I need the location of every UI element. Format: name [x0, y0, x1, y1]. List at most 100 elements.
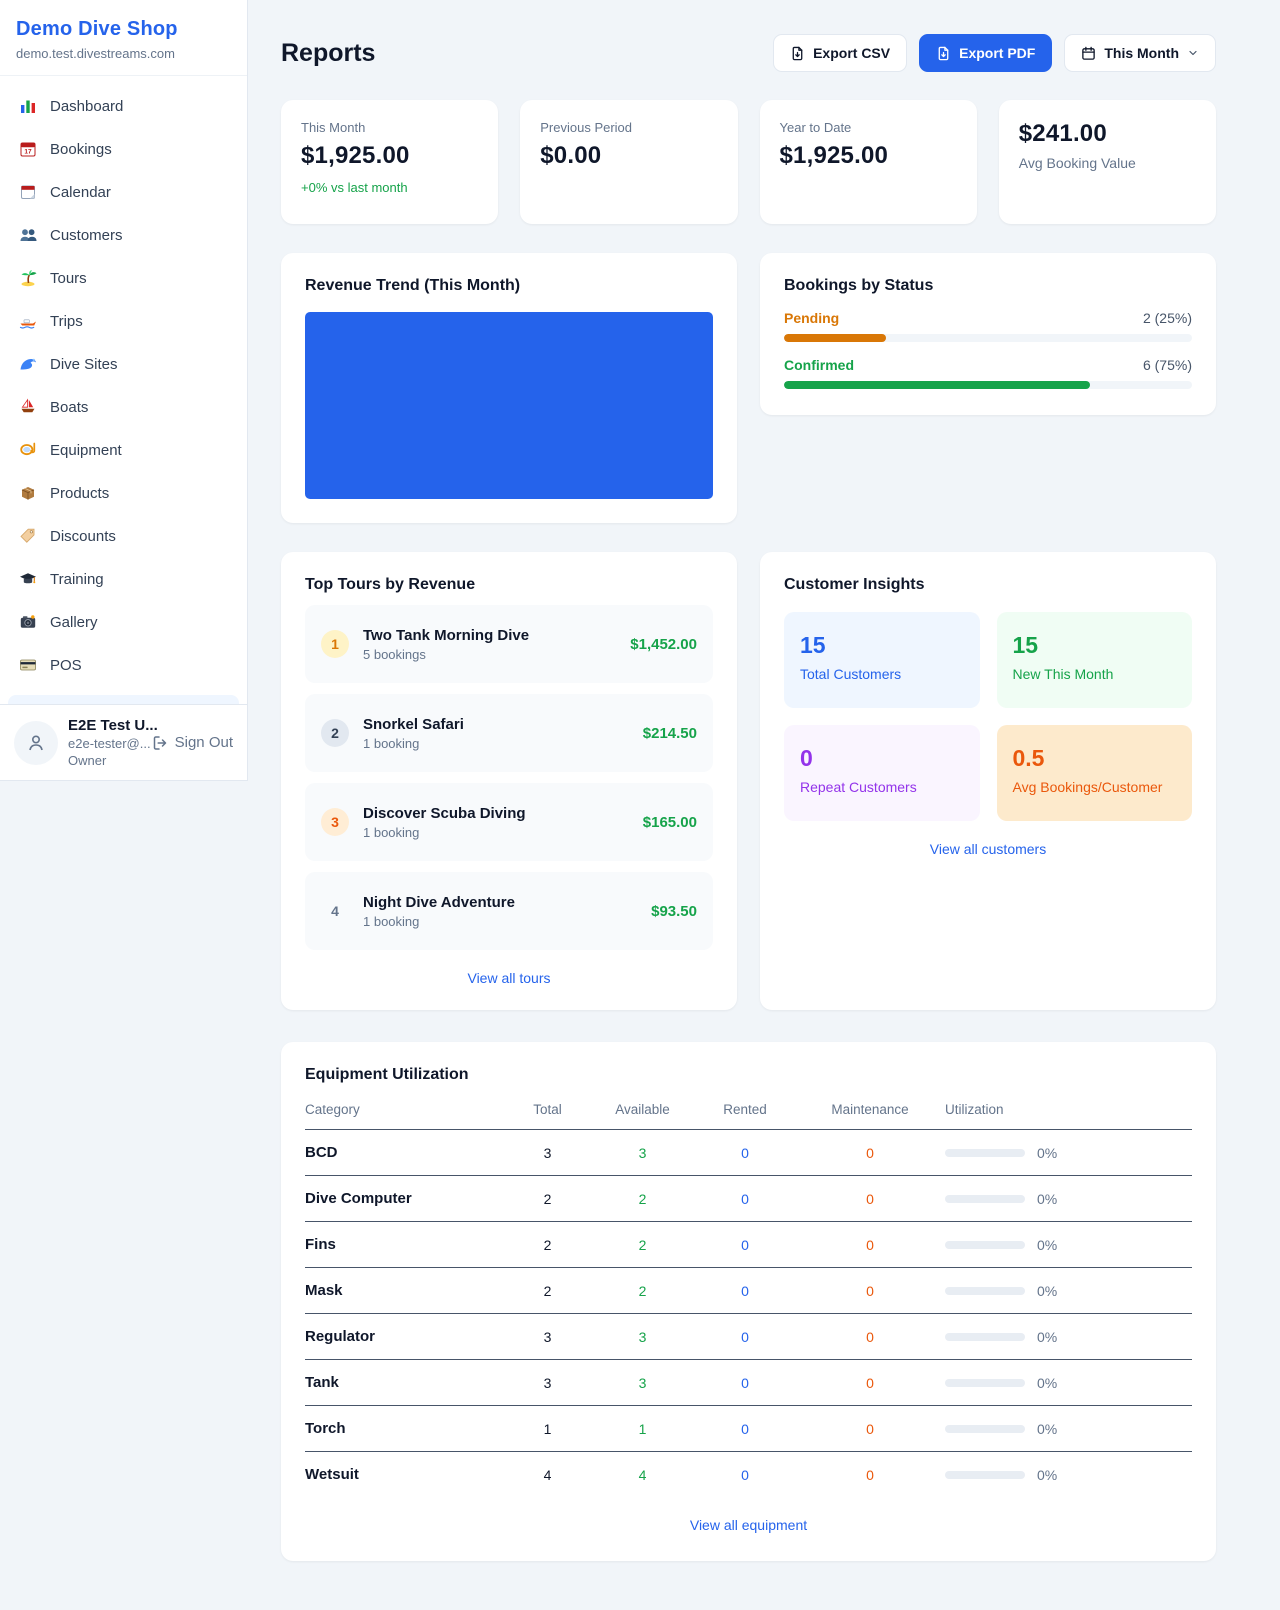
tour-list-item[interactable]: 2 Snorkel Safari 1 booking $214.50: [305, 694, 713, 772]
tour-list-item[interactable]: 1 Two Tank Morning Dive 5 bookings $1,452.0…: [305, 605, 713, 683]
sidebar-item-gallery[interactable]: Gallery: [8, 602, 239, 642]
sign-out-button[interactable]: Sign Out: [152, 734, 233, 751]
equipment-rented: 0: [741, 1236, 749, 1253]
status-rows: Pending 2 (25%) Confirmed 6 (75%): [784, 310, 1192, 389]
equipment-icon: [18, 440, 38, 460]
equipment-category: Dive Computer: [305, 1190, 412, 1207]
top-tours-card: Top Tours by Revenue 1 Two Tank Morning D…: [281, 552, 737, 1010]
revenue-trend-title: Revenue Trend (This Month): [305, 277, 521, 294]
calendar-icon: [18, 182, 38, 202]
insight-value: 15: [1012, 632, 1039, 658]
equipment-total: 2: [543, 1282, 552, 1299]
sidebar-item-equipment[interactable]: Equipment: [8, 430, 239, 470]
equipment-total: 4: [543, 1466, 552, 1483]
utilization-percent: 0%: [1037, 1420, 1058, 1437]
sidebar: Demo Dive Shop demo.test.divestreams.com…: [0, 0, 248, 781]
equipment-utilization: 0%: [945, 1467, 1192, 1483]
insight-label: Avg Bookings/Customer: [1012, 779, 1163, 795]
sidebar-item-products[interactable]: Products: [8, 473, 239, 513]
sidebar-item-reports-active-partial[interactable]: [8, 695, 239, 704]
stat-value: $1,925.00: [301, 142, 410, 169]
products-icon: [18, 483, 38, 503]
period-selector[interactable]: This Month: [1064, 34, 1216, 72]
equipment-total: 2: [543, 1190, 552, 1207]
equipment-available: 2: [638, 1282, 647, 1299]
customers-icon: [18, 225, 38, 245]
insight-tile-total-customers: 15 Total Customers: [784, 612, 980, 708]
stat-value: $241.00: [1018, 120, 1107, 147]
stat-label: This Month: [301, 120, 366, 135]
user-name: E2E Test U...: [68, 717, 158, 734]
equipment-category: Regulator: [305, 1328, 376, 1345]
sidebar-item-label: Training: [50, 570, 104, 588]
equipment-available: 2: [638, 1190, 647, 1207]
equipment-category: Torch: [305, 1420, 346, 1437]
brand-block: Demo Dive Shop demo.test.divestreams.com: [0, 0, 247, 76]
tours-icon: [18, 268, 38, 288]
column-header-rented: Rented: [723, 1102, 767, 1117]
sidebar-item-label: Dive Sites: [50, 355, 118, 373]
tour-list-item[interactable]: 4 Night Dive Adventure 1 booking $93.50: [305, 872, 713, 950]
export-csv-button[interactable]: Export CSV: [773, 34, 908, 72]
equipment-rented: 0: [741, 1374, 749, 1391]
training-icon: [18, 569, 38, 589]
stat-card: $241.00 Avg Booking Value: [998, 100, 1216, 224]
sidebar-item-bookings[interactable]: 17 Bookings: [8, 129, 239, 169]
sidebar-item-label: Customers: [50, 226, 123, 244]
status-row-pending: Pending 2 (25%): [784, 310, 1192, 342]
bookings-by-status-title: Bookings by Status: [784, 277, 934, 294]
sidebar-item-label: Equipment: [50, 441, 122, 459]
equipment-total: 3: [543, 1328, 552, 1345]
discounts-icon: [18, 526, 38, 546]
sidebar-item-dashboard[interactable]: Dashboard: [8, 86, 239, 126]
equipment-category: Mask: [305, 1282, 343, 1299]
equipment-total: 2: [543, 1236, 552, 1253]
tour-bookings: 1 booking: [363, 824, 420, 840]
revenue-trend-chart: [305, 312, 713, 499]
equipment-available: 1: [638, 1420, 647, 1437]
dive-sites-icon: [18, 354, 38, 374]
top-tours-title: Top Tours by Revenue: [305, 576, 476, 593]
shop-domain: demo.test.divestreams.com: [16, 46, 175, 61]
sidebar-item-label: Discounts: [50, 527, 116, 545]
sidebar-item-training[interactable]: Training: [8, 559, 239, 599]
equipment-category: Fins: [305, 1236, 336, 1253]
sidebar-item-pos[interactable]: POS: [8, 645, 239, 685]
utilization-bar: [945, 1332, 1025, 1341]
sidebar-item-label: Products: [50, 484, 110, 502]
sidebar-item-dive-sites[interactable]: Dive Sites: [8, 344, 239, 384]
equipment-utilization: 0%: [945, 1375, 1192, 1391]
customer-insights-title: Customer Insights: [784, 576, 925, 593]
export-pdf-button[interactable]: Export PDF: [919, 34, 1053, 72]
page-title: Reports: [281, 38, 376, 67]
status-label: Pending: [784, 310, 840, 326]
equipment-maintenance: 0: [866, 1420, 874, 1437]
sidebar-item-trips[interactable]: Trips: [8, 301, 239, 341]
column-header-available: Available: [615, 1102, 670, 1117]
stat-card: Previous Period $0.00: [520, 100, 738, 224]
equipment-category: Tank: [305, 1374, 339, 1391]
sidebar-item-boats[interactable]: Boats: [8, 387, 239, 427]
view-all-equipment-link[interactable]: View all equipment: [689, 1517, 808, 1533]
view-all-tours-link[interactable]: View all tours: [467, 970, 551, 986]
sidebar-item-label: Calendar: [50, 183, 111, 201]
tour-revenue: $1,452.00: [630, 635, 697, 653]
column-header-total: Total: [533, 1102, 562, 1117]
export-csv-label: Export CSV: [813, 45, 891, 61]
utilization-bar: [945, 1378, 1025, 1387]
stat-label: Year to Date: [779, 120, 852, 135]
sidebar-item-tours[interactable]: Tours: [8, 258, 239, 298]
tour-list-item[interactable]: 3 Discover Scuba Diving 1 booking $165.00: [305, 783, 713, 861]
user-section: E2E Test U... e2e-tester@... Owner Sign …: [0, 704, 247, 780]
tour-revenue: $165.00: [642, 813, 697, 831]
column-header-category: Category: [305, 1102, 360, 1117]
view-all-customers-link[interactable]: View all customers: [929, 841, 1047, 857]
sidebar-item-label: POS: [50, 656, 82, 674]
equipment-total: 1: [543, 1420, 552, 1437]
tour-name: Two Tank Morning Dive: [363, 626, 530, 644]
revenue-trend-card: Revenue Trend (This Month): [281, 253, 737, 523]
sidebar-item-customers[interactable]: Customers: [8, 215, 239, 255]
person-icon: [29, 734, 43, 750]
sidebar-item-calendar[interactable]: Calendar: [8, 172, 239, 212]
sidebar-item-discounts[interactable]: Discounts: [8, 516, 239, 556]
